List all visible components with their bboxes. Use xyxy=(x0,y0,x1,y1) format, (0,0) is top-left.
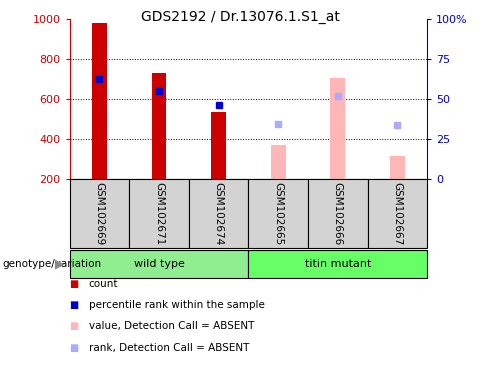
Text: wild type: wild type xyxy=(133,259,184,269)
Text: ■: ■ xyxy=(70,343,79,353)
Bar xyxy=(92,23,107,179)
Text: ▶: ▶ xyxy=(55,258,65,270)
Text: GSM102667: GSM102667 xyxy=(393,182,402,245)
Text: GSM102665: GSM102665 xyxy=(273,182,283,245)
Text: GSM102671: GSM102671 xyxy=(154,182,164,245)
Bar xyxy=(271,145,286,179)
Text: value, Detection Call = ABSENT: value, Detection Call = ABSENT xyxy=(89,321,254,331)
Text: percentile rank within the sample: percentile rank within the sample xyxy=(89,300,264,310)
Text: GSM102674: GSM102674 xyxy=(214,182,224,245)
Bar xyxy=(152,73,167,179)
Text: GDS2192 / Dr.13076.1.S1_at: GDS2192 / Dr.13076.1.S1_at xyxy=(141,10,339,23)
Bar xyxy=(211,112,226,179)
Bar xyxy=(330,78,345,179)
Text: GSM102666: GSM102666 xyxy=(333,182,343,245)
Text: GSM102669: GSM102669 xyxy=(95,182,104,245)
Text: genotype/variation: genotype/variation xyxy=(2,259,102,269)
Text: ■: ■ xyxy=(70,300,79,310)
Text: ■: ■ xyxy=(70,279,79,289)
Text: count: count xyxy=(89,279,118,289)
Text: ■: ■ xyxy=(70,321,79,331)
Bar xyxy=(390,156,405,179)
Text: rank, Detection Call = ABSENT: rank, Detection Call = ABSENT xyxy=(89,343,249,353)
Text: titin mutant: titin mutant xyxy=(305,259,371,269)
